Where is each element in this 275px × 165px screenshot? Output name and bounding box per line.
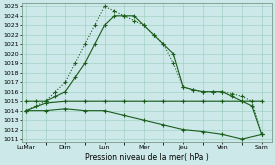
X-axis label: Pression niveau de la mer( hPa ): Pression niveau de la mer( hPa )	[85, 152, 209, 162]
